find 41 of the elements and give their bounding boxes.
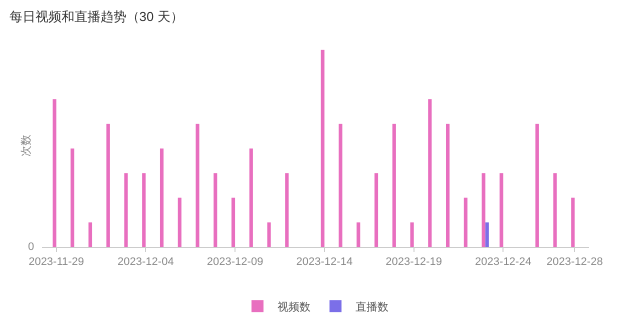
bar [196, 124, 200, 247]
bar [485, 222, 489, 247]
bar [124, 173, 128, 247]
bar [52, 99, 56, 247]
bar [356, 222, 360, 247]
x-tick-label: 2023-11-29 [28, 256, 84, 268]
chart-title: 每日视频和直播趋势（30 天） [9, 8, 184, 24]
bar [142, 173, 146, 247]
x-tick-label: 2023-12-04 [118, 256, 174, 268]
bar [160, 148, 164, 247]
bar [267, 222, 271, 247]
x-tick-label: 2023-12-09 [206, 256, 264, 268]
bar [70, 148, 74, 247]
bar [482, 173, 486, 247]
x-tick-label: 2023-12-28 [546, 256, 603, 268]
bar [428, 99, 432, 247]
legend-label: 直播数 [356, 300, 388, 314]
bar [446, 124, 450, 247]
bar [231, 198, 236, 247]
text: 0 [28, 241, 34, 253]
x-tick-label: 2023-12-24 [475, 256, 532, 268]
x-tick-label: 2023-12-19 [386, 256, 442, 268]
x-tick-label: 2023-12-14 [296, 256, 353, 268]
bar [106, 124, 110, 247]
bar [410, 222, 414, 247]
bar [571, 198, 575, 247]
bar [464, 198, 468, 247]
bar [285, 173, 289, 247]
bar [553, 173, 557, 247]
bar [500, 173, 504, 247]
bar [249, 148, 253, 247]
y-axis-title: 次数 [20, 134, 33, 156]
bar [178, 198, 182, 247]
bar [320, 50, 324, 247]
bar [214, 173, 218, 247]
bar [374, 173, 378, 247]
bar [535, 124, 539, 247]
bar [392, 124, 396, 247]
bar [338, 124, 342, 247]
legend-label: 视频数 [278, 300, 310, 314]
bar [88, 222, 92, 247]
